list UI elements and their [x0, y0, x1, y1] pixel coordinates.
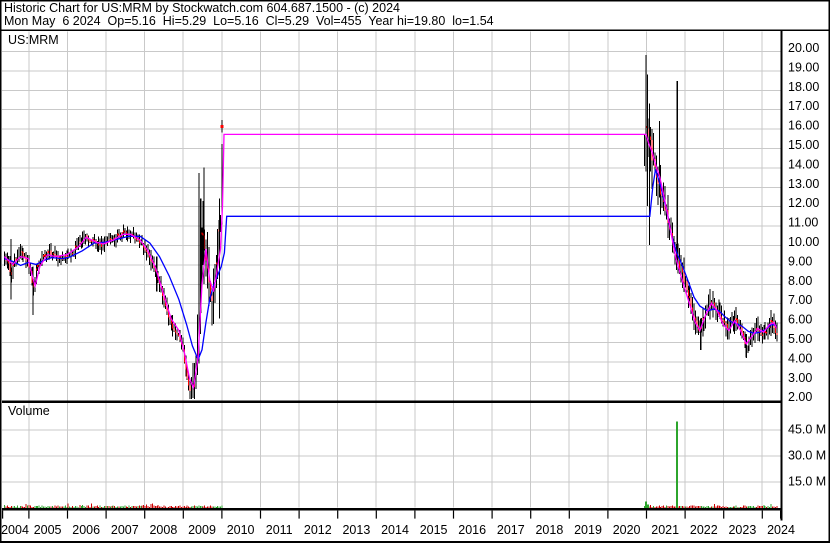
- price-axis-label: 8.00: [788, 274, 812, 288]
- ma-slow-line: [4, 169, 777, 362]
- price-axis-label: 17.00: [788, 99, 819, 113]
- x-axis-year-label: 2019: [574, 523, 602, 537]
- volume-axis-label: 30.0 M: [788, 449, 826, 463]
- x-axis-year-label: 2004: [1, 523, 29, 537]
- volume-bars: [3, 421, 778, 508]
- price-axis-label: 2.00: [788, 390, 812, 404]
- x-axis-year-label: 2018: [535, 523, 563, 537]
- x-axis-year-label: 2006: [72, 523, 100, 537]
- price-axis-label: 10.00: [788, 235, 819, 249]
- volume-axis-labels: 45.0 M 30.0 M 15.0 M: [788, 422, 826, 488]
- volume-axis-label: 45.0 M: [788, 422, 826, 436]
- x-axis-year-label: 2023: [728, 523, 756, 537]
- volume-axis-label: 15.0 M: [788, 475, 826, 489]
- price-axis-label: 6.00: [788, 313, 812, 327]
- x-axis-year-label: 2013: [342, 523, 370, 537]
- x-axis-year-label: 2008: [149, 523, 177, 537]
- price-axis-label: 20.00: [788, 41, 819, 55]
- price-axis-label: 15.00: [788, 138, 819, 152]
- x-axis: 2004 2005 2006 2007 2008 2009 2010 2011 2012 2013…: [1, 510, 795, 537]
- x-axis-year-label: 2021: [651, 523, 679, 537]
- x-axis-year-label: 2005: [34, 523, 62, 537]
- x-axis-year-label: 2020: [613, 523, 641, 537]
- symbol-label: US:MRM: [8, 33, 59, 47]
- ma-fast-line: [3, 133, 778, 390]
- price-axis-label: 18.00: [788, 80, 819, 94]
- price-axis-label: 14.00: [788, 157, 819, 171]
- gridlines: [2, 31, 781, 508]
- x-axis-year-label: 2022: [690, 523, 718, 537]
- price-axis-label: 12.00: [788, 196, 819, 210]
- x-axis-year-label: 2009: [188, 523, 216, 537]
- x-axis-year-label: 2017: [497, 523, 525, 537]
- price-axis-label: 16.00: [788, 119, 819, 133]
- x-axis-year-label: 2015: [420, 523, 448, 537]
- price-axis-label: 3.00: [788, 371, 812, 385]
- price-axis-label: 19.00: [788, 60, 819, 74]
- x-axis-year-label: 2014: [381, 523, 409, 537]
- x-axis-year-label: 2012: [304, 523, 332, 537]
- volume-panel-label: Volume: [8, 404, 50, 418]
- x-axis-year-label: 2016: [458, 523, 486, 537]
- price-axis-labels: 20.00 19.00 18.00 17.00 16.00 15.00 14.00 13.00…: [788, 41, 819, 404]
- price-axis-label: 5.00: [788, 332, 812, 346]
- x-axis-year-label: 2011: [266, 523, 293, 537]
- price-axis-label: 9.00: [788, 254, 812, 268]
- price-axis-label: 4.00: [788, 351, 812, 365]
- price-axis-label: 11.00: [788, 216, 818, 230]
- price-axis-label: 7.00: [788, 293, 812, 307]
- x-axis-year-label: 2024: [767, 523, 795, 537]
- chart-title: Historic Chart for US:MRM by Stockwatch.…: [4, 1, 400, 15]
- quote-summary-line: Mon May 6 2024 Op=5.16 Hi=5.29 Lo=5.16 C…: [4, 14, 494, 28]
- price-bars: [3, 54, 778, 400]
- x-axis-year-label: 2010: [227, 523, 255, 537]
- price-axis-label: 13.00: [788, 177, 819, 191]
- x-axis-year-label: 2007: [111, 523, 139, 537]
